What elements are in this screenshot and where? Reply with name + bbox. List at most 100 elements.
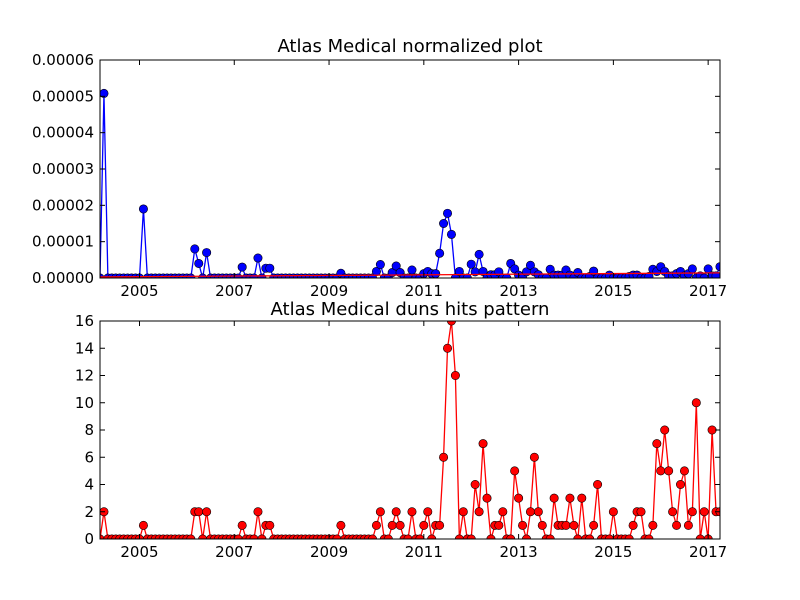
data-point [423,507,433,517]
data-point [439,219,449,229]
data-point [525,507,535,517]
data-point [510,466,520,476]
data-point [439,452,449,462]
data-point [458,507,468,517]
data-point [691,398,701,408]
series-2 [100,272,720,278]
data-point [466,259,476,269]
data-point [699,507,709,517]
y-tick-label: 6 [84,448,94,466]
x-tick-label: 2015 [594,543,632,561]
data-point [478,266,488,276]
y-tick-label: 0 [84,530,94,548]
data-point [687,264,697,274]
data-point [407,265,417,275]
data-point [494,520,504,530]
data-point [194,258,204,268]
y-tick-label: 16 [75,312,94,330]
data-point [138,520,148,530]
data-point [537,520,547,530]
data-point [652,439,662,449]
data-point [648,520,658,530]
data-point [202,248,212,258]
data-point [407,507,417,517]
y-tick-label: 10 [75,394,94,412]
data-point [190,244,200,254]
series-line [100,272,720,278]
x-tick-label: 2017 [689,543,727,561]
x-tick-label: 2009 [310,282,348,300]
x-tick-label: 2015 [594,282,632,300]
y-tick-label: 14 [75,339,94,357]
y-tick-label: 12 [75,367,94,385]
data-point [518,520,528,530]
y-tick-label: 0.00003 [32,160,94,178]
x-tick-label: 2011 [405,543,443,561]
data-point [656,466,666,476]
data-point [608,507,618,517]
data-point [529,452,539,462]
data-point [549,493,559,503]
x-tick-label: 2011 [405,282,443,300]
data-point [443,343,453,353]
data-point [446,229,456,239]
data-point [687,507,697,517]
data-point [194,507,204,517]
data-point [253,507,263,517]
x-tick-label: 2007 [215,543,253,561]
y-tick-label: 2 [84,503,94,521]
x-tick-label: 2005 [120,543,158,561]
data-point [561,520,571,530]
data-point [589,520,599,530]
series-1 [100,321,720,539]
data-point [336,520,346,530]
data-point [482,493,492,503]
x-tick-label: 2005 [120,282,158,300]
data-point [443,208,453,218]
data-point [498,507,508,517]
data-point [265,520,275,530]
x-tick-label: 2009 [310,543,348,561]
data-point [683,520,693,530]
y-tick-label: 4 [84,476,94,494]
y-tick-label: 0.00002 [32,196,94,214]
y-tick-label: 0.00006 [32,51,94,69]
x-tick-label: 2017 [689,282,727,300]
data-point [431,269,441,278]
data-point [375,507,385,517]
y-tick-label: 8 [84,421,94,439]
data-point [593,479,603,489]
data-point [395,520,405,530]
data-point [514,493,524,503]
data-point [636,507,646,517]
data-point [672,520,682,530]
chart-panel-2: Atlas Medical duns hits pattern 2005 2007 2… [75,299,727,561]
x-tick-label: 2013 [500,543,538,561]
data-point [533,507,543,517]
data-point [202,507,212,517]
data-point [660,425,670,435]
data-point [454,266,464,276]
data-point [664,466,674,476]
data-point [474,507,484,517]
data-point [565,493,575,503]
y-tick-label: 0.00005 [32,87,94,105]
data-point [478,439,488,449]
data-point [450,370,460,380]
data-point [387,520,397,530]
data-point [446,321,456,326]
y-tick-label: 0.00004 [32,124,94,142]
data-point [371,520,381,530]
data-point [470,479,480,489]
y-tick-label: 0.00000 [32,269,94,287]
x-tick-label: 2013 [500,282,538,300]
data-point [668,507,678,517]
chart-title: Atlas Medical normalized plot [277,36,542,57]
data-point [100,88,109,98]
data-point [237,262,247,272]
data-point [138,204,148,214]
data-point [628,520,638,530]
data-point [435,248,445,258]
data-point [253,253,263,263]
y-tick-label: 0.00001 [32,233,94,251]
